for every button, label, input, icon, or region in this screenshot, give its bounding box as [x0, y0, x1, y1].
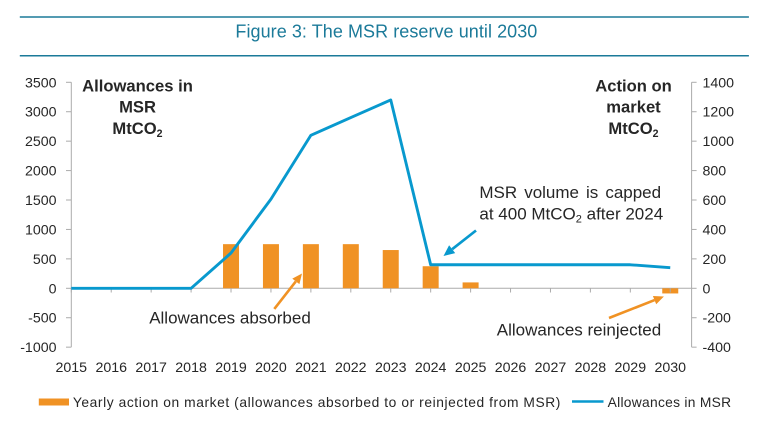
svg-text:2027: 2027 [535, 360, 567, 376]
svg-text:1500: 1500 [25, 193, 57, 209]
svg-text:MSR volume is capped: MSR volume is capped [479, 183, 661, 202]
svg-text:MtCO2: MtCO2 [608, 119, 658, 140]
svg-text:2023: 2023 [375, 360, 407, 376]
svg-text:2016: 2016 [95, 360, 127, 376]
svg-text:2026: 2026 [495, 360, 527, 376]
svg-text:1200: 1200 [703, 105, 735, 121]
svg-text:3000: 3000 [25, 105, 57, 121]
svg-text:1000: 1000 [703, 134, 735, 150]
svg-text:2020: 2020 [255, 360, 287, 376]
svg-text:2500: 2500 [25, 134, 57, 150]
svg-text:-1000: -1000 [20, 340, 56, 356]
svg-text:500: 500 [33, 252, 57, 268]
svg-text:2030: 2030 [654, 360, 686, 376]
svg-text:-400: -400 [703, 340, 732, 356]
svg-text:400: 400 [703, 222, 727, 238]
svg-text:-500: -500 [28, 311, 57, 327]
svg-text:2025: 2025 [455, 360, 487, 376]
svg-text:MtCO2: MtCO2 [112, 119, 162, 140]
svg-text:market: market [606, 98, 661, 117]
svg-text:200: 200 [703, 252, 727, 268]
svg-text:Figure 3: The MSR reserve unti: Figure 3: The MSR reserve until 2030 [235, 21, 537, 41]
svg-text:2021: 2021 [295, 360, 327, 376]
svg-text:2024: 2024 [415, 360, 447, 376]
svg-text:Allowances absorbed: Allowances absorbed [149, 308, 311, 327]
svg-text:1000: 1000 [25, 222, 57, 238]
svg-text:800: 800 [703, 164, 727, 180]
svg-text:2019: 2019 [215, 360, 247, 376]
svg-text:Action on: Action on [595, 76, 672, 95]
svg-text:2028: 2028 [575, 360, 607, 376]
svg-text:Yearly action on market (allow: Yearly action on market (allowances abso… [73, 395, 561, 410]
svg-text:2015: 2015 [56, 360, 88, 376]
svg-text:2017: 2017 [135, 360, 167, 376]
svg-text:0: 0 [703, 281, 711, 297]
svg-text:3500: 3500 [25, 75, 57, 91]
svg-text:Allowances in MSR: Allowances in MSR [608, 395, 732, 410]
svg-text:-200: -200 [703, 311, 732, 327]
svg-text:at 400 MtCO2 after 2024: at 400 MtCO2 after 2024 [479, 204, 663, 225]
svg-text:Allowances reinjected: Allowances reinjected [497, 320, 661, 339]
svg-text:2018: 2018 [175, 360, 207, 376]
svg-text:Allowances in: Allowances in [82, 76, 193, 95]
svg-text:2022: 2022 [335, 360, 367, 376]
svg-text:1400: 1400 [703, 75, 735, 91]
svg-text:MSR: MSR [119, 98, 156, 117]
svg-text:0: 0 [49, 281, 57, 297]
svg-text:2000: 2000 [25, 164, 57, 180]
svg-text:2029: 2029 [615, 360, 647, 376]
svg-text:600: 600 [703, 193, 727, 209]
